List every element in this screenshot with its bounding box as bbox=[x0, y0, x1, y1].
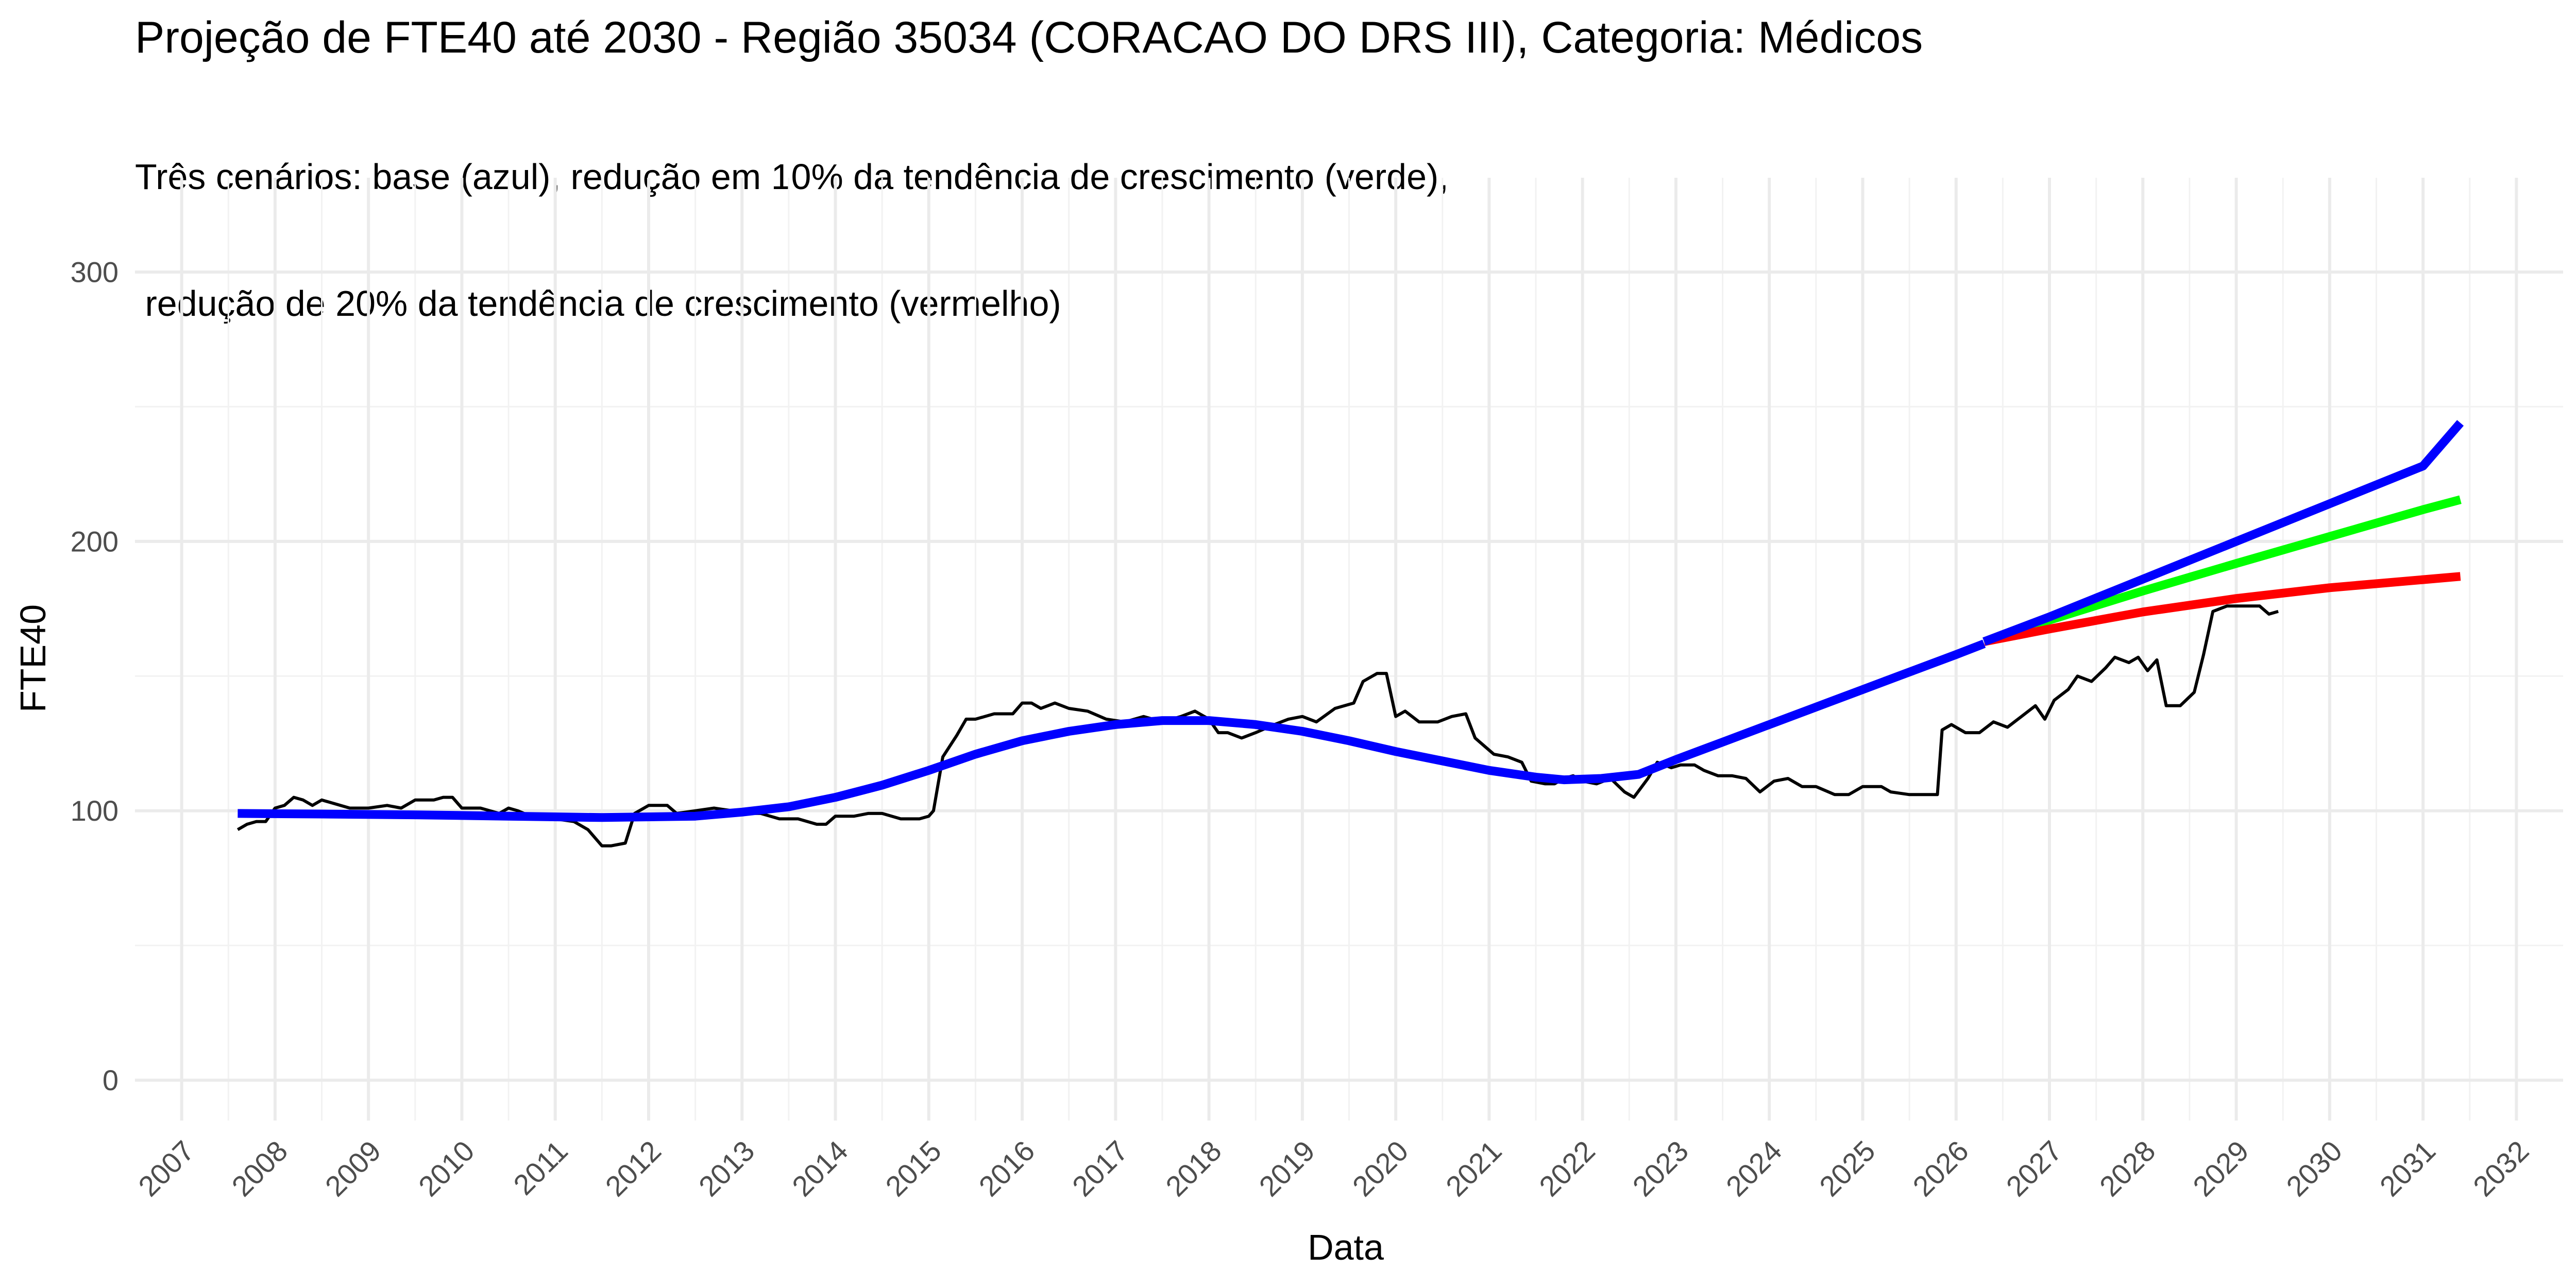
x-tick-label: 2023 bbox=[1626, 1134, 1695, 1203]
x-tick-label: 2008 bbox=[225, 1134, 294, 1203]
x-tick-label: 2015 bbox=[879, 1134, 947, 1203]
x-tick-label: 2014 bbox=[786, 1134, 854, 1203]
x-tick-label: 2012 bbox=[599, 1134, 668, 1203]
y-tick-label: 200 bbox=[71, 525, 118, 557]
chart-title: Projeção de FTE40 até 2030 - Região 3503… bbox=[135, 13, 1923, 62]
x-tick-label: 2017 bbox=[1066, 1134, 1134, 1203]
x-tick-label: 2020 bbox=[1346, 1134, 1415, 1203]
x-tick-label: 2022 bbox=[1533, 1134, 1601, 1203]
x-tick-label: 2019 bbox=[1252, 1134, 1321, 1203]
x-tick-label: 2029 bbox=[2187, 1134, 2255, 1203]
x-tick-label: 2011 bbox=[507, 1134, 574, 1201]
x-tick-label: 2009 bbox=[319, 1134, 387, 1203]
series-line-3 bbox=[1982, 495, 2462, 646]
series-lines bbox=[236, 420, 2464, 848]
x-tick-label: 2025 bbox=[1813, 1134, 1882, 1203]
x-tick-label: 2030 bbox=[2280, 1134, 2348, 1203]
grid-lines bbox=[135, 178, 2563, 1121]
x-tick-label: 2026 bbox=[1906, 1134, 1975, 1203]
series-line-5 bbox=[1982, 420, 2464, 646]
chart-subtitle-line-1: Três cenários: base (azul), redução em 1… bbox=[135, 157, 1449, 197]
x-tick-label: 2016 bbox=[973, 1134, 1041, 1203]
y-tick-label: 300 bbox=[71, 256, 118, 289]
y-axis-tick-labels: 0 100 200 300 bbox=[71, 256, 118, 1097]
x-tick-label: 2024 bbox=[1720, 1134, 1788, 1203]
x-axis-tick-labels: 2007 2008 2009 2010 2011 2012 2013 2014 2015 2016… bbox=[132, 1134, 2535, 1203]
y-tick-label: 0 bbox=[103, 1064, 118, 1096]
series-line-2 bbox=[238, 639, 1986, 822]
chart-subtitle: Três cenários: base (azul), redução em 1… bbox=[135, 71, 1449, 367]
x-tick-label: 2027 bbox=[2000, 1134, 2069, 1203]
x-tick-label: 2018 bbox=[1159, 1134, 1228, 1203]
x-tick-label: 2021 bbox=[1439, 1134, 1508, 1203]
series-line-4 bbox=[1983, 572, 2461, 646]
x-tick-label: 2010 bbox=[412, 1134, 481, 1203]
x-tick-label: 2028 bbox=[2093, 1134, 2162, 1203]
y-axis-title: FTE40 bbox=[13, 604, 53, 713]
x-axis-title: Data bbox=[1308, 1227, 1384, 1267]
x-tick-label: 2031 bbox=[2374, 1134, 2442, 1203]
y-tick-label: 100 bbox=[71, 794, 118, 827]
x-tick-label: 2032 bbox=[2467, 1134, 2535, 1203]
x-tick-label: 2007 bbox=[132, 1134, 200, 1203]
x-tick-label: 2013 bbox=[692, 1134, 761, 1203]
